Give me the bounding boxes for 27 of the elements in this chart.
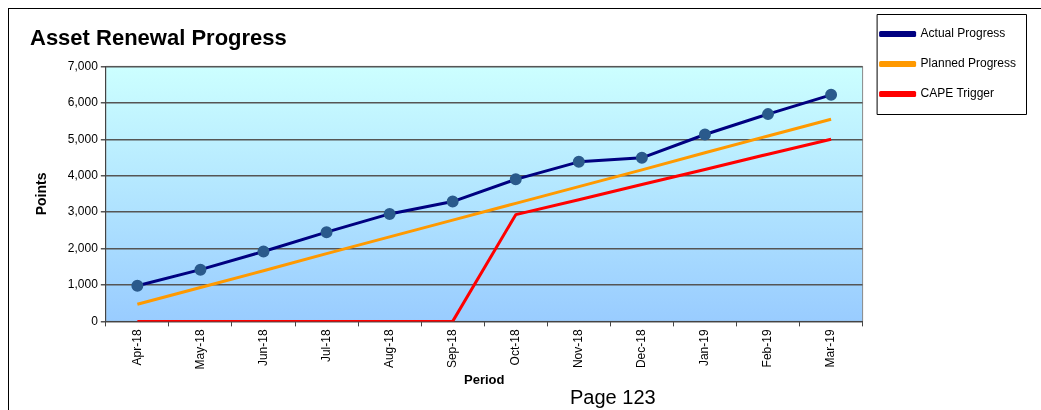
x-tick-label: Aug-18 [381, 329, 396, 369]
y-tick-label: 0 [91, 313, 99, 328]
y-tick-label: 3,000 [67, 204, 99, 219]
x-tick-label: Jul-18 [318, 329, 333, 363]
y-tick-label: 5,000 [67, 131, 99, 146]
x-tick-label: Apr-18 [129, 329, 144, 366]
y-tick-label: 7,000 [67, 58, 99, 73]
x-axis-title: Period [463, 371, 505, 387]
x-tick-label: Dec-18 [634, 329, 649, 369]
x-tick-label: Jan-19 [697, 329, 712, 367]
x-tick-label: Oct-18 [508, 329, 523, 366]
y-axis-title: Points [33, 172, 50, 216]
x-tick-label: Jun-18 [255, 329, 270, 367]
legend-label: Actual Progress [920, 26, 1006, 41]
y-tick-label: 2,000 [67, 240, 99, 255]
y-tick-label: 4,000 [67, 167, 99, 182]
x-tick-label: Feb-19 [760, 329, 775, 368]
chart-title: Asset Renewal Progress [30, 25, 287, 51]
legend-label: CAPE Trigger [920, 86, 994, 101]
y-tick-label: 6,000 [67, 95, 99, 110]
x-tick-label: Sep-18 [445, 329, 459, 369]
legend-label: Planned Progress [920, 56, 1016, 71]
x-tick-label: May-18 [192, 329, 207, 370]
x-tick-label: Mar-19 [823, 329, 838, 368]
text: Page 123 [570, 385, 656, 408]
x-tick-label: Nov-18 [571, 329, 586, 369]
y-tick-label: 1,000 [67, 277, 99, 292]
